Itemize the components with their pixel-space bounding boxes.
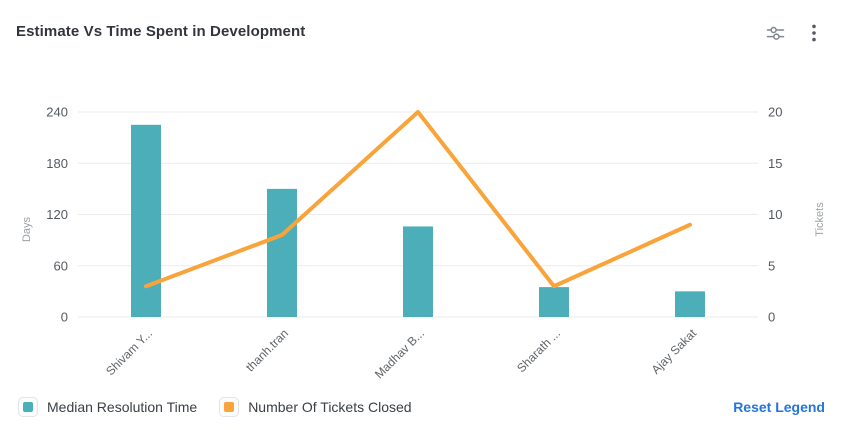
right-axis-tick-label: 10: [768, 207, 782, 222]
x-axis-category-label: Madhav B...: [372, 326, 427, 381]
bar-median-resolution-time[interactable]: [267, 188, 297, 317]
legend-items: Median Resolution Time Number Of Tickets…: [18, 397, 412, 417]
reset-legend-link[interactable]: Reset Legend: [733, 399, 825, 415]
chart-title: Estimate Vs Time Spent in Development: [16, 23, 306, 40]
bar-series-swatch: [23, 402, 33, 412]
left-axis-tick-label: 120: [46, 207, 68, 222]
right-axis-tick-label: 0: [768, 310, 775, 325]
left-axis-tick-label: 240: [46, 105, 68, 120]
x-axis-category-label: Ajay Sakat: [649, 326, 700, 377]
legend-item-median-resolution-time[interactable]: Median Resolution Time: [18, 397, 197, 417]
legend-swatch-box: [18, 397, 38, 417]
kebab-menu-icon[interactable]: [803, 22, 825, 44]
bar-median-resolution-time[interactable]: [403, 226, 433, 317]
left-axis-tick-label: 60: [54, 258, 68, 273]
legend-swatch-box: [219, 397, 240, 417]
right-axis-name: Tickets: [814, 202, 826, 237]
x-axis-category-label: thanh.tran: [243, 326, 291, 374]
right-axis-tick-label: 15: [768, 156, 782, 171]
sliders-icon[interactable]: [764, 22, 786, 44]
legend-label: Number Of Tickets Closed: [248, 399, 412, 415]
left-axis-tick-label: 180: [46, 156, 68, 171]
line-number-of-tickets-closed[interactable]: [144, 110, 692, 289]
chart-plot-area: 0 60 120 180 240 0 5 10 15 20 Days Tickets Shivam Y.…: [0, 60, 841, 390]
bar-median-resolution-time[interactable]: [539, 287, 569, 317]
line-series-swatch: [224, 402, 235, 412]
chart-legend: Median Resolution Time Number Of Tickets…: [18, 397, 825, 417]
right-axis-tick-label: 5: [768, 258, 775, 273]
legend-item-number-of-tickets-closed[interactable]: Number Of Tickets Closed: [219, 397, 412, 417]
x-axis-category-label: Sharath ...: [514, 326, 563, 375]
header-icons: [764, 22, 825, 44]
legend-label: Median Resolution Time: [47, 399, 198, 415]
right-axis-tick-label: 20: [768, 105, 782, 120]
bar-median-resolution-time[interactable]: [675, 291, 705, 317]
left-axis-tick-label: 0: [61, 310, 68, 325]
x-axis-category-label: Shivam Y...: [103, 326, 155, 378]
left-axis-name: Days: [21, 216, 33, 242]
